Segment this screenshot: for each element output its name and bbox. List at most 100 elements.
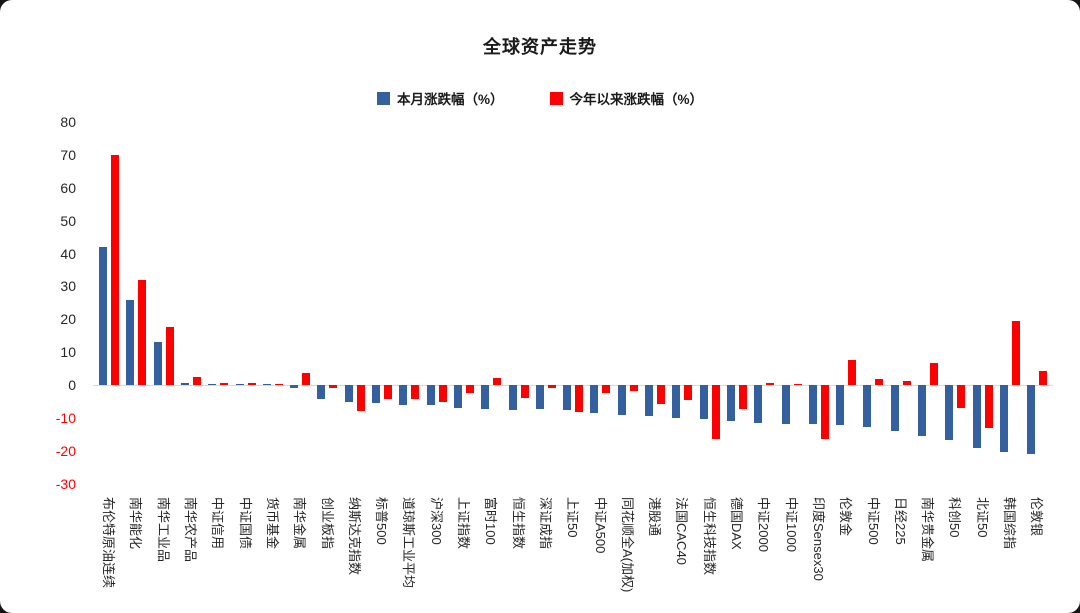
- bar-ytd: [547, 385, 556, 388]
- y-axis-tick-label: 0: [68, 377, 76, 393]
- x-axis-label: 深证成指: [537, 497, 553, 550]
- x-axis-label: 道琼斯工业平均: [401, 497, 417, 589]
- bar-ytd: [111, 154, 119, 385]
- y-axis-tick-label: 10: [60, 344, 76, 361]
- bar-ytd: [957, 385, 966, 409]
- bar-monthly: [617, 385, 626, 415]
- y-axis-tick-label: 30: [60, 278, 76, 295]
- bar-ytd: [793, 384, 802, 385]
- bar-monthly: [999, 385, 1008, 452]
- bar-monthly: [590, 385, 599, 413]
- bar-ytd: [220, 383, 229, 385]
- bar-ytd: [384, 385, 392, 400]
- x-axis-label: 科创50: [947, 497, 963, 538]
- x-axis-label: 纳斯达克指数: [346, 497, 362, 576]
- bar-monthly: [153, 342, 162, 385]
- bar-monthly: [508, 385, 517, 410]
- x-axis-label: 伦敦银: [1029, 497, 1045, 537]
- bar-ytd: [329, 385, 338, 389]
- bar-ytd: [930, 363, 938, 385]
- bar-ytd: [902, 381, 911, 385]
- bar-ytd: [575, 385, 584, 412]
- bar-monthly: [372, 385, 380, 404]
- bar-monthly: [481, 385, 490, 410]
- y-axis-tick-label: 20: [60, 311, 76, 328]
- legend: 本月涨跌幅（%） 今年以来涨跌幅（%）: [0, 88, 1080, 108]
- bar-monthly: [1027, 385, 1036, 455]
- y-axis-tick-label: -30: [55, 475, 76, 492]
- bar-monthly: [208, 384, 217, 385]
- y-axis-tick-label: 80: [60, 114, 76, 130]
- x-axis-label: 恒生科技指数: [701, 497, 717, 576]
- x-axis-label: 南华农产品: [183, 497, 199, 563]
- x-axis-label: 同花顺全A(加权): [619, 497, 635, 593]
- x-axis-label: 北证50: [974, 497, 990, 538]
- bar-monthly: [235, 384, 244, 385]
- bar-ytd: [356, 385, 365, 412]
- bar-monthly: [890, 385, 899, 432]
- bar-monthly: [645, 385, 653, 417]
- bar-monthly: [344, 385, 353, 403]
- x-axis-label: 伦敦金: [838, 497, 854, 537]
- x-axis-label: 中证500: [865, 497, 881, 545]
- bar-ytd: [657, 385, 665, 405]
- bar-ytd: [738, 385, 747, 409]
- x-axis-label: 德国DAX: [729, 497, 745, 550]
- bar-ytd: [820, 385, 829, 439]
- y-axis-tick-label: -10: [55, 409, 76, 426]
- bar-ytd: [711, 385, 720, 439]
- y-axis-tick-label: 60: [60, 179, 76, 196]
- bar-ytd: [520, 385, 529, 398]
- x-axis-label: 南华能化: [128, 497, 144, 550]
- legend-label-ytd: 今年以来涨跌幅（%）: [569, 92, 704, 107]
- bar-ytd: [411, 385, 420, 400]
- x-axis-label: 中证信用: [210, 497, 226, 550]
- x-axis-label: 法国CAC40: [674, 497, 690, 565]
- bar-ytd: [192, 376, 201, 385]
- bar-ytd: [1039, 370, 1048, 385]
- bar-ytd: [438, 385, 447, 403]
- x-axis-label: 富时100: [483, 497, 499, 545]
- x-axis-label: 沪深300: [428, 497, 444, 545]
- bar-monthly: [426, 385, 435, 406]
- bar-monthly: [781, 385, 790, 425]
- legend-label-monthly: 本月涨跌幅（%）: [396, 92, 504, 107]
- x-axis-label: 中证2000: [756, 497, 772, 552]
- bar-ytd: [274, 384, 283, 385]
- x-axis-label: 南华金属: [292, 497, 308, 550]
- x-axis-label: 布伦特原油连续: [101, 497, 117, 589]
- bar-monthly: [808, 385, 817, 425]
- zero-baseline: [93, 384, 1053, 386]
- bar-monthly: [726, 385, 735, 422]
- bar-ytd: [848, 360, 857, 385]
- bar-monthly: [399, 385, 408, 405]
- bar-ytd: [984, 385, 993, 429]
- x-axis-label: 港股通: [647, 497, 663, 537]
- legend-item-ytd: 今年以来涨跌幅（%）: [549, 88, 704, 108]
- x-axis-label: 南华工业品: [155, 497, 171, 563]
- x-axis-label: 南华贵金属: [920, 497, 936, 563]
- legend-item-monthly: 本月涨跌幅（%）: [376, 88, 504, 108]
- x-axis-label: 中证A500: [592, 497, 608, 554]
- bar-monthly: [99, 246, 107, 385]
- bar-monthly: [563, 385, 572, 410]
- bar-monthly: [972, 385, 981, 448]
- bar-monthly: [699, 385, 708, 420]
- x-axis-label: 中证1000: [783, 497, 799, 552]
- bar-monthly: [535, 385, 544, 410]
- bar-monthly: [317, 385, 326, 400]
- legend-swatch-monthly: [376, 91, 390, 105]
- bar-ytd: [1011, 320, 1020, 385]
- bar-monthly: [945, 385, 954, 440]
- legend-swatch-ytd: [549, 91, 563, 105]
- x-axis-label: 韩国综指: [1002, 497, 1018, 550]
- bar-monthly: [453, 385, 462, 409]
- bar-monthly: [126, 299, 135, 385]
- chart-title: 全球资产走势: [483, 37, 597, 57]
- x-axis-label: 中证国债: [237, 497, 253, 550]
- bar-monthly: [863, 385, 872, 428]
- bar-ytd: [602, 385, 611, 394]
- y-axis-tick-label: 50: [60, 212, 76, 229]
- x-axis-label: 标普500: [374, 497, 390, 545]
